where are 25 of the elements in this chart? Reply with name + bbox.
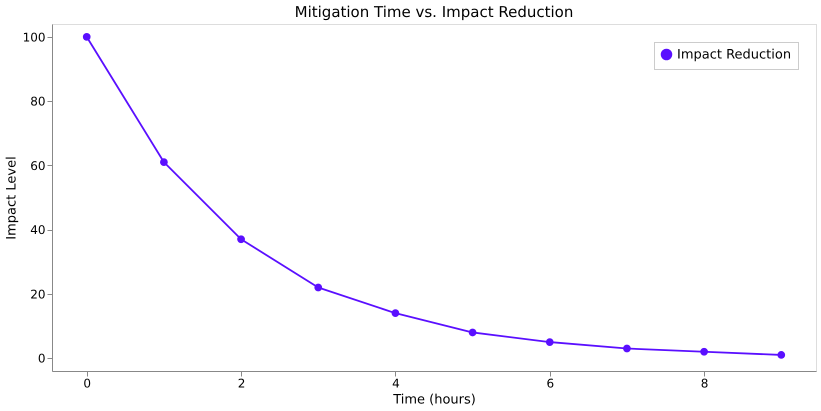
y-tick-label: 20 bbox=[30, 287, 46, 302]
y-tick-label: 100 bbox=[22, 30, 46, 44]
x-tick-label: 8 bbox=[700, 376, 708, 390]
point bbox=[392, 309, 400, 318]
y-tick-label: 60 bbox=[30, 158, 46, 173]
point bbox=[160, 158, 168, 166]
y-tick-label: 80 bbox=[30, 94, 46, 109]
point bbox=[700, 348, 708, 356]
point bbox=[82, 32, 91, 41]
point bbox=[777, 351, 786, 359]
y-tick-label: 40 bbox=[30, 223, 46, 238]
chart-title: Mitigation Time vs. Impact Reduction bbox=[294, 3, 574, 21]
x-axis-title: Time (hours) bbox=[392, 392, 476, 408]
x-tick-label: 4 bbox=[392, 376, 400, 390]
point bbox=[314, 284, 322, 292]
point bbox=[237, 235, 245, 244]
x-tick-label: 2 bbox=[238, 376, 246, 390]
point bbox=[546, 338, 554, 346]
x-tick-label: 6 bbox=[546, 376, 554, 390]
y-tick-label: 0 bbox=[38, 352, 46, 366]
x-tick-label: 0 bbox=[83, 376, 92, 390]
point bbox=[623, 344, 631, 352]
point bbox=[468, 328, 476, 336]
y-axis-title: Impact Level bbox=[4, 156, 20, 240]
legend-label: Impact Reduction bbox=[677, 48, 792, 62]
